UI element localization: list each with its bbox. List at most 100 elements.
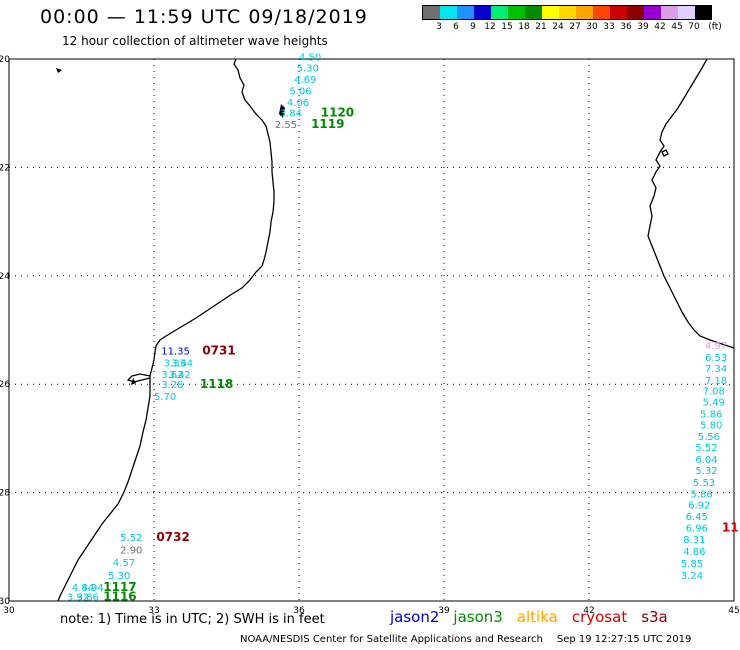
generation-timestamp: Sep 19 12:27:15 UTC 2019 — [556, 634, 692, 645]
pass-time-label: 0731 — [202, 344, 235, 358]
pass-time-label: 1118 — [200, 377, 233, 391]
legend-swatch — [644, 6, 661, 19]
lat-tick-label: -26 — [0, 380, 10, 390]
units-note: note: 1) Time is in UTC; 2) SWH is in fe… — [60, 612, 325, 627]
legend-swatch — [423, 6, 440, 19]
wave-height-label: 5.86 — [691, 490, 713, 501]
wave-height-label: 6.92 — [688, 501, 710, 512]
legend-label: 45 — [671, 22, 683, 32]
wave-height-label: 3.86 — [77, 593, 99, 604]
wave-height-label: 6.45 — [686, 512, 708, 523]
island-bazaruto — [279, 104, 285, 118]
wave-height-label: 5.49 — [703, 398, 725, 409]
wave-height-label: 11.35 — [161, 347, 190, 358]
legend-label: 6 — [453, 22, 459, 32]
wave-height-label: 4.57 — [113, 558, 135, 569]
legend-label: 21 — [535, 22, 547, 32]
wave-height-label: 5.80 — [700, 420, 722, 431]
wave-height-labels: 4.505.304.695.064.063.842.551120111911.3… — [67, 52, 739, 603]
legend-swatch — [542, 6, 559, 19]
madagascar-islet — [661, 149, 669, 157]
legend-label: 70 — [688, 22, 700, 32]
legend-labels: 3 6 9 12 15 18 21 24 27 30 33 36 39 42 45 70 (ft) — [422, 20, 722, 34]
legend-label: 15 — [501, 22, 513, 32]
wave-height-label: 4.84 — [72, 583, 94, 594]
lake-detail — [56, 68, 62, 73]
lon-tick-label: 33 — [148, 606, 159, 616]
wave-height-label: 2.55 — [275, 120, 297, 131]
legend-swatch — [474, 6, 491, 19]
wave-height-label: 5.52 — [120, 533, 142, 544]
wave-height-label: 4.94 — [82, 583, 104, 594]
pass-time-label: 1119 — [311, 117, 344, 131]
wave-height-label: 3.33 — [164, 359, 186, 370]
coastline — [57, 58, 735, 602]
lon-tick-label: 45 — [728, 606, 739, 616]
wave-height-label: 6.04 — [695, 455, 717, 466]
wave-height-label: 3.84 — [280, 109, 302, 120]
legend-label: 9 — [470, 22, 476, 32]
credit-text: NOAA/NESDIS Center for Satellite Applica… — [240, 634, 543, 645]
wave-height-label: 5.30 — [297, 64, 319, 75]
legend-label: 24 — [552, 22, 564, 32]
coast-details — [56, 68, 285, 385]
legend-swatch — [593, 6, 610, 19]
pass-time-label: 0732 — [156, 530, 189, 544]
wave-height-label: 3.24 — [681, 571, 703, 582]
legend-swatch — [576, 6, 593, 19]
wave-height-label: 5.06 — [289, 86, 311, 97]
wave-height-label: 6.53 — [705, 353, 727, 364]
legend-label: 3 — [436, 22, 442, 32]
wave-height-label: 3.42 — [169, 370, 191, 381]
wave-height-label: 4.86 — [683, 547, 705, 558]
pass-time-label: 1116 — [103, 590, 136, 604]
island-inhaca — [131, 378, 136, 385]
maputo-bay — [126, 373, 151, 383]
wave-height-label: 3.92 — [67, 593, 89, 604]
legend-swatch — [457, 6, 474, 19]
map-grid — [8, 58, 735, 602]
legend-swatch — [695, 6, 711, 19]
lon-tick-label: 30 — [3, 606, 15, 616]
legend-swatch — [610, 6, 627, 19]
legend-swatch — [508, 6, 525, 19]
lon-tick-label: 39 — [438, 606, 450, 616]
legend-swatch — [627, 6, 644, 19]
legend-label: 36 — [620, 22, 632, 32]
wave-height-label: 4.69 — [294, 75, 316, 86]
legend-swatch — [491, 6, 508, 19]
wave-height-label: 3.28 — [161, 380, 183, 391]
map-subtitle: 12 hour collection of altimeter wave hei… — [62, 34, 328, 48]
axis-ticks: 30 33 36 39 42 45 -20 -22 -24 -26 -28 -30 — [0, 55, 740, 616]
legend-swatch — [525, 6, 542, 19]
lat-tick-label: -24 — [0, 272, 10, 282]
lon-tick-label: 42 — [583, 606, 594, 616]
legend-label: 39 — [637, 22, 649, 32]
legend-label: (ft) — [708, 22, 722, 32]
wave-height-label: 5.56 — [698, 432, 720, 443]
wave-height-label: 4.06 — [287, 98, 309, 109]
satellite-cryosat: cryosat — [571, 608, 628, 626]
wave-height-label: 8.31 — [683, 535, 705, 546]
wave-height-label: 5.30 — [108, 571, 130, 582]
satellite-legend: jason2 jason3 altika cryosat s3a — [390, 608, 682, 626]
satellite-s3a: s3a — [641, 608, 668, 626]
legend-label: 12 — [484, 22, 496, 32]
legend-swatch — [678, 6, 695, 19]
legend-swatch — [661, 6, 678, 19]
satellite-jason3: jason3 — [453, 608, 503, 626]
wave-height-label: 5.52 — [695, 443, 717, 454]
wave-height-label: 5.85 — [681, 559, 703, 570]
mozambique-coastline — [57, 58, 275, 602]
wave-height-label: 5.70 — [154, 392, 176, 403]
wave-height-label: 3.64 — [171, 359, 193, 370]
wave-height-label: 2.90 — [120, 546, 142, 557]
legend-swatch — [559, 6, 576, 19]
wave-height-label: 5.32 — [695, 466, 717, 477]
map-title: 00:00 — 11:59 UTC 09/18/2019 — [40, 6, 368, 28]
color-legend: 3 6 9 12 15 18 21 24 27 30 33 36 39 42 45 70 (ft) — [422, 5, 722, 34]
legend-label: 33 — [603, 22, 615, 32]
wave-height-label: 7.08 — [703, 387, 725, 398]
legend-color-bar — [422, 5, 712, 20]
satellite-altika: altika — [516, 608, 558, 626]
